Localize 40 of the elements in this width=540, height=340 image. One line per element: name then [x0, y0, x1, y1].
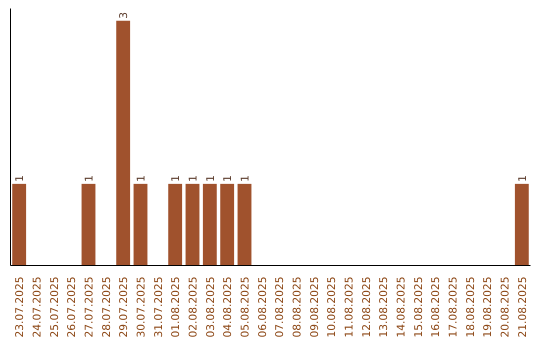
x-tick-label: 27.07.2025: [82, 276, 96, 338]
x-tick-label: 12.08.2025: [360, 276, 373, 338]
x-tick-label: 19.08.2025: [481, 276, 494, 338]
x-tick-label: 26.07.2025: [65, 276, 78, 338]
x-tick-label: 10.08.2025: [325, 276, 338, 338]
x-tick-label: 04.08.2025: [221, 276, 234, 338]
x-tick-label: 13.08.2025: [377, 276, 390, 338]
x-tick-label: 24.07.2025: [30, 276, 44, 338]
x-tick-label: 14.08.2025: [394, 276, 408, 338]
x-tick-label: 21.08.2025: [516, 276, 529, 338]
x-tick-label: 20.08.2025: [498, 276, 512, 338]
x-tick-label: 16.08.2025: [429, 276, 442, 338]
data-label: 1: [13, 175, 26, 182]
x-tick-label: 17.08.2025: [446, 276, 460, 338]
x-tick-label: 11.08.2025: [342, 276, 356, 338]
data-label: 1: [238, 175, 252, 182]
x-tick-label: 18.08.2025: [464, 276, 477, 338]
data-label: 1: [134, 175, 148, 182]
data-label: 1: [516, 175, 529, 182]
data-label: 1: [204, 175, 217, 182]
x-tick-label: 03.08.2025: [204, 276, 217, 338]
x-tick-label: 28.07.2025: [100, 276, 113, 338]
x-tick-label: 31.07.2025: [152, 276, 165, 338]
x-tick-label: 15.08.2025: [412, 276, 425, 338]
data-label: 1: [186, 175, 200, 182]
data-label: 1: [82, 175, 96, 182]
x-tick-label: 29.07.2025: [117, 276, 130, 338]
x-tick-label: 23.07.2025: [13, 276, 26, 338]
x-tick-label: 08.08.2025: [290, 276, 304, 338]
data-label: 1: [169, 175, 182, 182]
x-tick-label: 01.08.2025: [169, 276, 182, 338]
x-tick-label: 30.07.2025: [134, 276, 148, 338]
x-tick-label: 25.07.2025: [48, 276, 61, 338]
x-tick-label: 05.08.2025: [238, 276, 252, 338]
data-label: 1: [221, 175, 234, 182]
x-tick-label: 02.08.2025: [186, 276, 200, 338]
x-tick-label: 09.08.2025: [308, 276, 321, 338]
data-label: 3: [117, 12, 130, 19]
x-tick-label: 07.08.2025: [273, 276, 286, 338]
x-tick-label: 06.08.2025: [256, 276, 269, 338]
